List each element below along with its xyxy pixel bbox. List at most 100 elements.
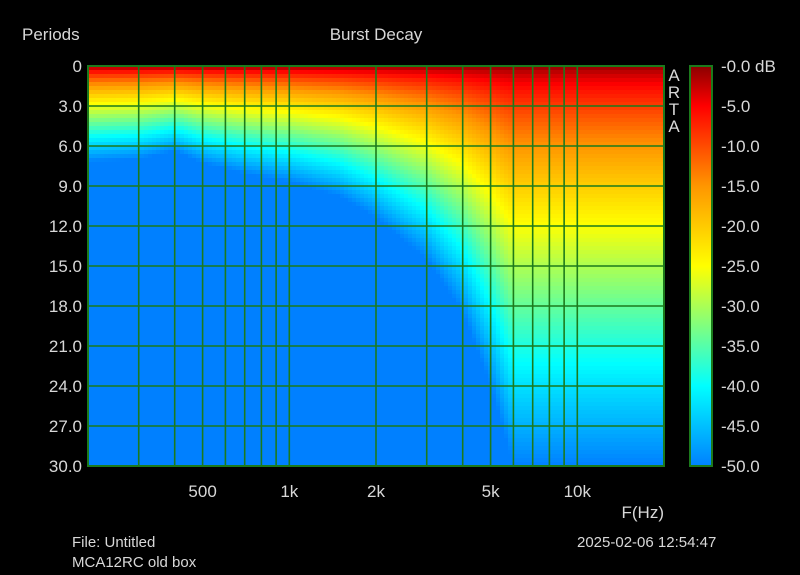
heatmap-cell [496, 346, 501, 351]
heatmap-cell [108, 130, 113, 135]
heatmap-cell [504, 258, 509, 263]
heatmap-cell [332, 74, 337, 79]
heatmap-cell [452, 226, 457, 231]
heatmap-cell [416, 126, 421, 131]
heatmap-cell [472, 254, 477, 259]
heatmap-cell [352, 190, 357, 195]
heatmap-cell [492, 118, 497, 123]
heatmap-cell [448, 286, 453, 291]
heatmap-cell [144, 102, 149, 107]
heatmap-cell [480, 222, 485, 227]
heatmap-cell [528, 394, 533, 399]
heatmap-cell [484, 302, 489, 307]
heatmap-cell [544, 94, 549, 99]
heatmap-cell [132, 158, 137, 163]
heatmap-cell [540, 138, 545, 143]
heatmap-cell [104, 122, 109, 127]
heatmap-cell [408, 214, 413, 219]
heatmap-cell [468, 142, 473, 147]
heatmap-cell [496, 298, 501, 303]
heatmap-cell [228, 118, 233, 123]
heatmap-cell [432, 262, 437, 267]
heatmap-cell [516, 434, 521, 439]
heatmap-cell [468, 246, 473, 251]
heatmap-cell [432, 138, 437, 143]
heatmap-cell [344, 186, 349, 191]
heatmap-cell [500, 342, 505, 347]
heatmap-cell [364, 78, 369, 83]
heatmap-cell [196, 82, 201, 87]
heatmap-cell [420, 158, 425, 163]
heatmap-cell [456, 158, 461, 163]
heatmap-cell [272, 142, 277, 147]
heatmap-cell [336, 94, 341, 99]
heatmap-cell [444, 94, 449, 99]
heatmap-cell [516, 182, 521, 187]
heatmap-cell [448, 218, 453, 223]
heatmap-cell [412, 186, 417, 191]
heatmap-cell [548, 142, 553, 147]
heatmap-cell [524, 362, 529, 367]
heatmap-cell [372, 146, 377, 151]
heatmap-cell [524, 458, 529, 463]
heatmap-cell [224, 118, 229, 123]
heatmap-cell [476, 166, 481, 171]
heatmap-cell [364, 110, 369, 115]
heatmap-cell [452, 214, 457, 219]
heatmap-cell [412, 198, 417, 203]
heatmap-cell [356, 150, 361, 155]
heatmap-cell [372, 130, 377, 135]
heatmap-cell [520, 418, 525, 423]
heatmap-cell [104, 98, 109, 103]
heatmap-cell [504, 274, 509, 279]
heatmap-cell [452, 202, 457, 207]
heatmap-cell [344, 146, 349, 151]
heatmap-cell [284, 82, 289, 87]
heatmap-cell [184, 98, 189, 103]
heatmap-cell [500, 70, 505, 75]
heatmap-cell [92, 134, 97, 139]
heatmap-cell [352, 146, 357, 151]
heatmap-cell [432, 66, 437, 71]
heatmap-cell [520, 266, 525, 271]
heatmap-cell [116, 66, 121, 71]
heatmap-cell [88, 86, 93, 91]
heatmap-cell [96, 142, 101, 147]
heatmap-cell [400, 166, 405, 171]
heatmap-cell [264, 94, 269, 99]
heatmap-cell [388, 78, 393, 83]
heatmap-cell [432, 266, 437, 271]
heatmap-cell [144, 126, 149, 131]
heatmap-cell [480, 154, 485, 159]
heatmap-cell [348, 130, 353, 135]
heatmap-cell [164, 98, 169, 103]
heatmap-cell [324, 158, 329, 163]
heatmap-cell [420, 242, 425, 247]
heatmap-cell [316, 70, 321, 75]
heatmap-cell [536, 350, 541, 355]
heatmap-cell [540, 258, 545, 263]
heatmap-cell [364, 94, 369, 99]
heatmap-cell [440, 182, 445, 187]
heatmap-cell [468, 274, 473, 279]
heatmap-cell [504, 158, 509, 163]
heatmap-cell [144, 158, 149, 163]
heatmap-cell [320, 78, 325, 83]
heatmap-cell [524, 326, 529, 331]
heatmap-cell [404, 206, 409, 211]
heatmap-cell [228, 158, 233, 163]
heatmap-cell [452, 158, 457, 163]
heatmap-cell [492, 334, 497, 339]
heatmap-cell [392, 130, 397, 135]
heatmap-cell [244, 82, 249, 87]
heatmap-cell [504, 238, 509, 243]
heatmap-cell [504, 298, 509, 303]
heatmap-cell [252, 106, 257, 111]
heatmap-cell [332, 166, 337, 171]
heatmap-cell [268, 150, 273, 155]
heatmap-cell [108, 126, 113, 131]
heatmap-cell [536, 366, 541, 371]
heatmap-cell [256, 98, 261, 103]
heatmap-cell [248, 114, 253, 119]
heatmap-cell [276, 74, 281, 79]
